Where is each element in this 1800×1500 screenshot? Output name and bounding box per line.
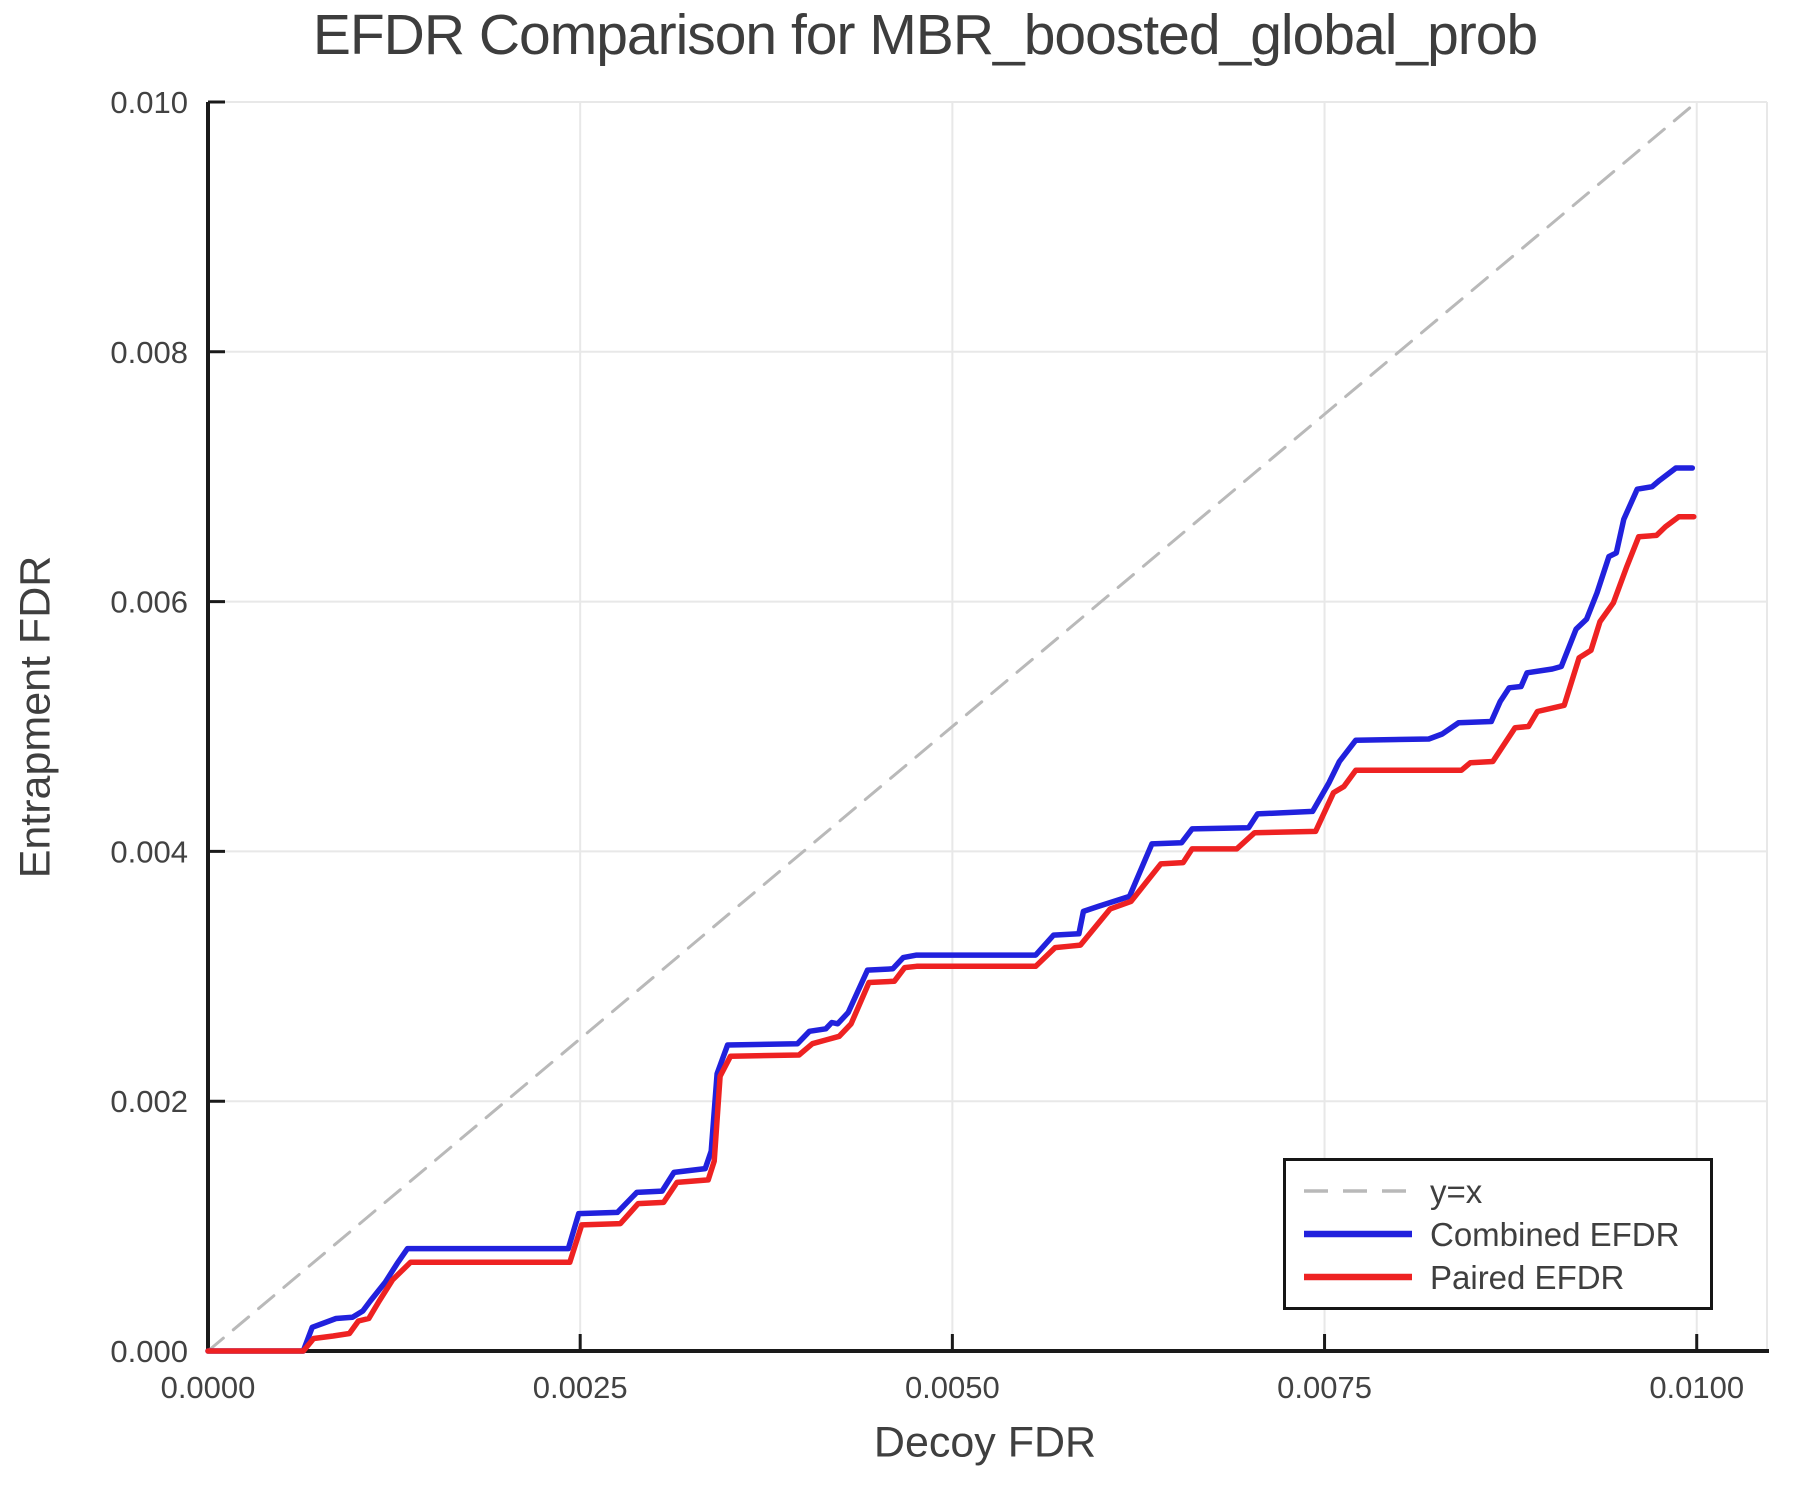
combined-efdr-line bbox=[205, 465, 1696, 1354]
y-tick-label: 0.010 bbox=[110, 85, 188, 120]
tick-labels: 0.0000 0.0025 0.0050 0.0075 0.0100 0.000 0.002… bbox=[110, 85, 1744, 1405]
x-tick-label: 0.0075 bbox=[1277, 1370, 1372, 1405]
legend-entry-paired-efdr: Paired EFDR bbox=[1302, 1256, 1710, 1298]
red-line-swatch-icon bbox=[1304, 1273, 1412, 1281]
x-axis-title: Decoy FDR bbox=[873, 1418, 1097, 1467]
x-tick-label: 0.0050 bbox=[905, 1370, 1000, 1405]
y-tick-label: 0.004 bbox=[110, 834, 188, 869]
legend-entry-yx: y=x bbox=[1302, 1170, 1710, 1212]
legend-label: Combined EFDR bbox=[1430, 1215, 1680, 1253]
chart-title: EFDR Comparison for MBR_boosted_global_p… bbox=[312, 3, 1538, 67]
paired-efdr-line bbox=[205, 513, 1697, 1354]
y-tick-label: 0.008 bbox=[110, 335, 188, 370]
dashed-line-swatch-icon bbox=[1304, 1189, 1412, 1193]
legend-entry-combined-efdr: Combined EFDR bbox=[1302, 1213, 1710, 1255]
x-tick-label: 0.0000 bbox=[161, 1370, 256, 1405]
y-tick-label: 0.000 bbox=[110, 1334, 188, 1369]
legend-label: y=x bbox=[1430, 1172, 1483, 1210]
y-x-line bbox=[206, 100, 1699, 1353]
y-axis-title: Entrapment FDR bbox=[11, 555, 60, 879]
legend-label: Paired EFDR bbox=[1430, 1258, 1625, 1296]
blue-line-swatch-icon bbox=[1304, 1230, 1412, 1238]
x-tick-label: 0.0025 bbox=[533, 1370, 628, 1405]
y-tick-label: 0.002 bbox=[110, 1084, 188, 1119]
y-tick-label: 0.006 bbox=[110, 585, 188, 620]
x-tick-label: 0.0100 bbox=[1649, 1370, 1744, 1405]
legend: y=x Combined EFDR Paired EFDR bbox=[1283, 1158, 1713, 1310]
